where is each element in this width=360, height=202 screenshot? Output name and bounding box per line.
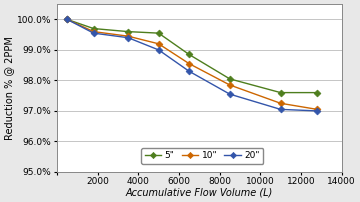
5" xyxy=(278,91,283,94)
20" xyxy=(315,110,319,112)
10" xyxy=(91,30,96,33)
10" xyxy=(315,108,319,110)
20" xyxy=(126,37,130,39)
Legend: 5", 10", 20": 5", 10", 20" xyxy=(141,148,264,164)
10" xyxy=(157,43,161,45)
5" xyxy=(91,27,96,30)
X-axis label: Accumulative Flow Volume (L): Accumulative Flow Volume (L) xyxy=(126,188,273,198)
5" xyxy=(126,30,130,33)
20" xyxy=(65,18,69,21)
5" xyxy=(157,32,161,34)
5" xyxy=(187,53,191,56)
10" xyxy=(228,84,232,86)
10" xyxy=(65,18,69,21)
20" xyxy=(91,32,96,34)
Y-axis label: Reduction % @ 2PPM: Reduction % @ 2PPM xyxy=(4,36,14,140)
Line: 5": 5" xyxy=(65,17,320,95)
Line: 10": 10" xyxy=(65,17,320,112)
10" xyxy=(126,35,130,37)
10" xyxy=(278,102,283,104)
5" xyxy=(65,18,69,21)
Line: 20": 20" xyxy=(65,17,320,113)
5" xyxy=(315,91,319,94)
10" xyxy=(187,62,191,65)
20" xyxy=(187,70,191,73)
20" xyxy=(157,49,161,51)
20" xyxy=(278,108,283,110)
5" xyxy=(228,78,232,80)
20" xyxy=(228,93,232,95)
